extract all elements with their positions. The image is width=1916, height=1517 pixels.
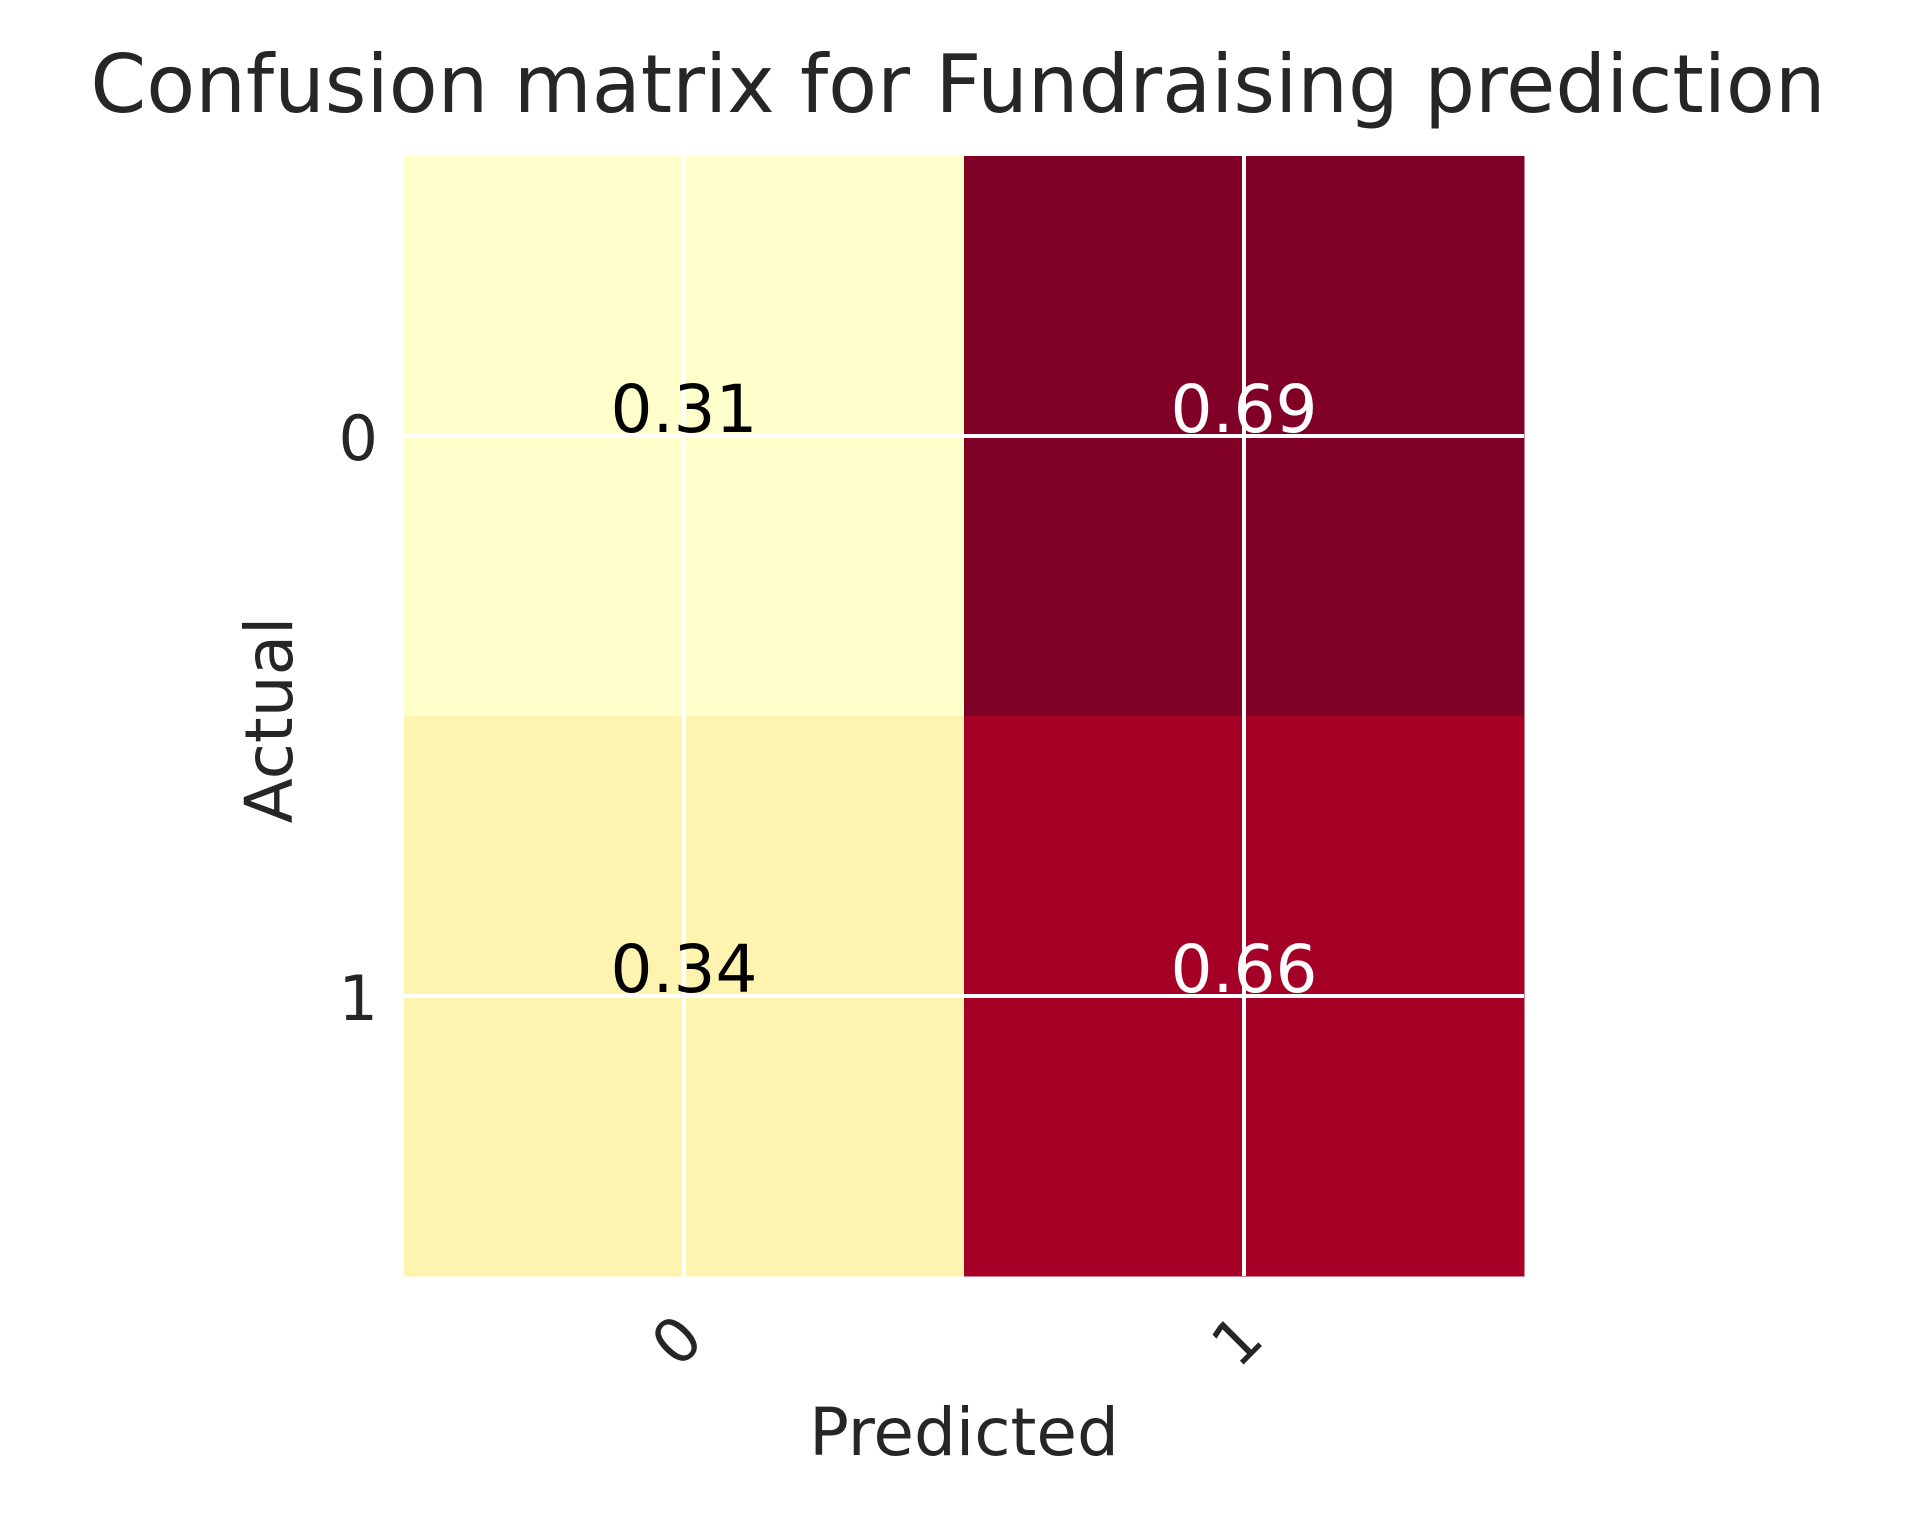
cell-labels: 0.31 0.69 0.34 0.66 <box>611 371 1318 1008</box>
x-tick-label: 0 <box>637 1301 717 1381</box>
y-tick-label: 0 <box>339 402 378 475</box>
y-axis-ticks: 01 <box>339 402 378 1035</box>
cell-value-label-0-1: 0.69 <box>1171 371 1318 448</box>
cell-value-label-1-1: 0.66 <box>1171 931 1318 1008</box>
y-tick-label: 1 <box>339 962 378 1035</box>
heatmap-cells <box>404 156 1525 1277</box>
y-axis-label: Actual <box>231 617 308 824</box>
cell-value-label-1-0: 0.34 <box>611 931 758 1008</box>
chart-title: Confusion matrix for Fundraising predict… <box>90 38 1825 131</box>
x-tick-label: 1 <box>1197 1301 1277 1381</box>
x-axis-label: Predicted <box>809 1394 1119 1471</box>
cell-value-label-0-0: 0.31 <box>611 371 758 448</box>
grid-lines <box>404 156 1524 1276</box>
